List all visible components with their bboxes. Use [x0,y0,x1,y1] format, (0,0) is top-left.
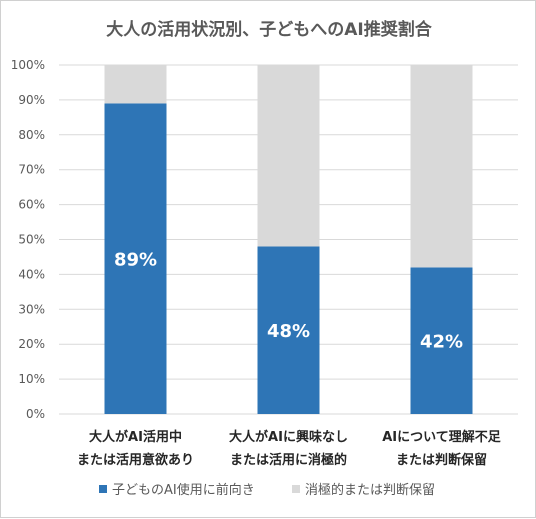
x-category-label: または活用意欲あり [77,452,194,468]
legend-label: 消極的または判断保留 [305,482,435,498]
bar [257,246,320,414]
legend-swatch [292,485,300,493]
x-category-label: 大人がAIに興味なし [229,429,348,445]
legend-swatch [99,485,107,493]
data-label: 48% [267,321,310,342]
chart-title: 大人の活用状況別、子どもへのAI推奨割合 [106,19,432,40]
x-category-label: 大人がAI活用中 [89,429,182,445]
x-category-label: または判断保留 [396,452,487,468]
y-tick-label: 50% [18,233,45,247]
bars [104,65,473,414]
data-label: 89% [114,250,157,271]
y-tick-label: 80% [18,128,45,142]
data-label: 42% [420,332,463,353]
x-category-label: AIについて理解不足 [382,429,502,445]
legend-label: 子どものAI使用に前向き [112,482,255,498]
bar [257,65,320,247]
y-tick-label: 30% [18,302,45,316]
bar [410,65,473,268]
y-axis-ticks: 0% 10% 20% 30% 40% 50% 60% 70% 80% 90% 100% [11,58,45,421]
y-tick-label: 70% [18,163,45,177]
y-tick-label: 90% [18,93,45,107]
data-labels: 89% 48% 42% [114,250,463,353]
bar [104,103,167,414]
y-tick-label: 60% [18,198,45,212]
y-tick-label: 100% [11,58,45,72]
bar [410,267,473,414]
y-tick-label: 40% [18,267,45,281]
y-tick-label: 10% [18,372,45,386]
legend: 子どものAI使用に前向き 消極的または判断保留 [99,482,435,498]
bar [104,65,167,104]
y-tick-label: 20% [18,337,45,351]
x-category-label: または活用に消極的 [230,452,347,468]
y-tick-label: 0% [26,407,45,421]
